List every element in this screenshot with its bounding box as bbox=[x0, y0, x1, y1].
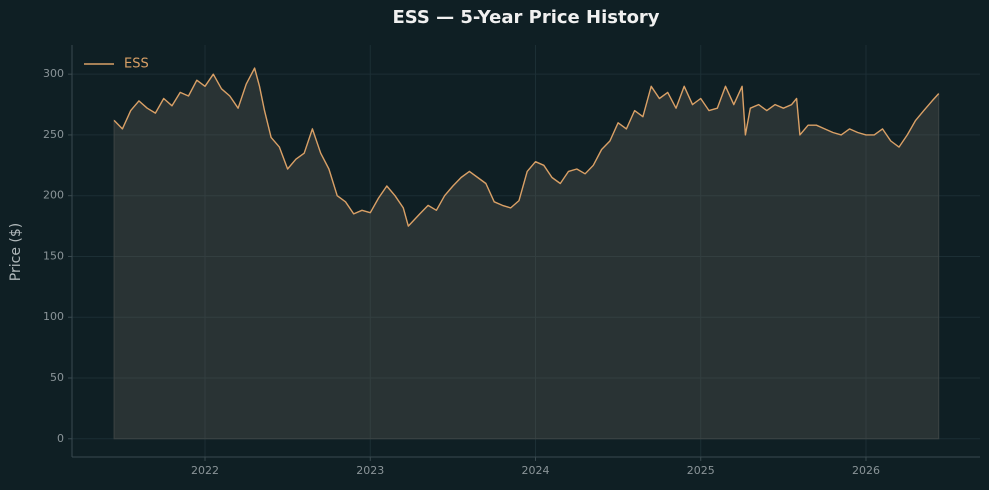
y-tick-label: 300 bbox=[43, 67, 64, 80]
y-tick-label: 50 bbox=[50, 371, 64, 384]
x-tick-label: 2026 bbox=[852, 464, 880, 477]
x-tick-label: 2025 bbox=[687, 464, 715, 477]
y-tick-label: 200 bbox=[43, 189, 64, 202]
y-tick-label: 250 bbox=[43, 128, 64, 141]
chart-title: ESS — 5-Year Price History bbox=[392, 7, 659, 28]
legend-label: ESS bbox=[124, 57, 149, 72]
y-tick-label: 0 bbox=[57, 432, 64, 445]
y-tick-label: 150 bbox=[43, 249, 64, 262]
y-tick-label: 100 bbox=[43, 310, 64, 323]
line bbox=[113, 67, 940, 227]
y-axis-label: Price ($) bbox=[8, 223, 24, 281]
x-tick-label: 2023 bbox=[356, 464, 384, 477]
x-tick-label: 2024 bbox=[522, 464, 550, 477]
x-tick-label: 2022 bbox=[191, 464, 219, 477]
